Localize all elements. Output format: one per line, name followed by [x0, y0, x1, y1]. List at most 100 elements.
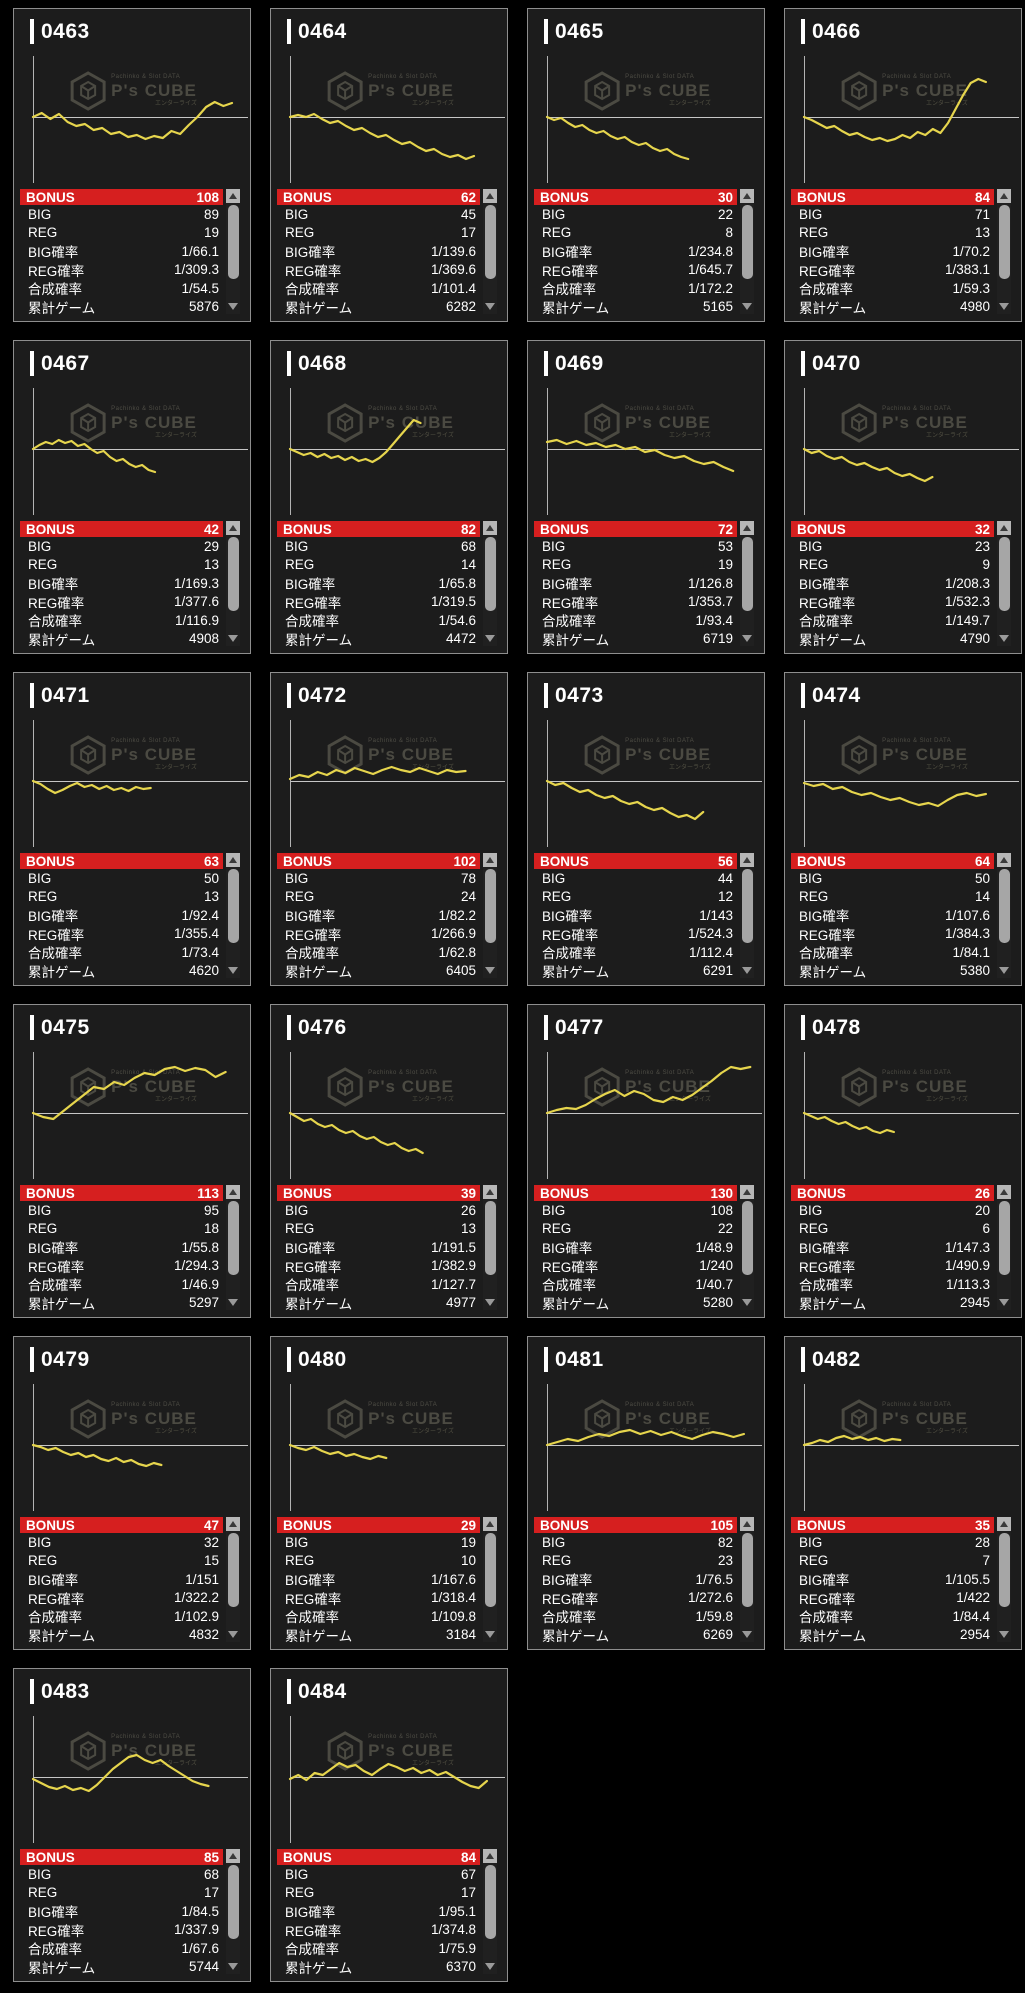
- scrollbar[interactable]: [226, 1517, 240, 1642]
- machine-card[interactable]: 0482 Pachinko & Slot DATA P's CUBE エンターラ…: [784, 1336, 1022, 1650]
- scroll-down-button[interactable]: [226, 1960, 240, 1973]
- machine-card[interactable]: 0469 Pachinko & Slot DATA P's CUBE エンターラ…: [527, 340, 765, 654]
- scroll-down-button[interactable]: [740, 1628, 754, 1641]
- scroll-thumb[interactable]: [741, 1201, 753, 1275]
- scrollbar[interactable]: [226, 1185, 240, 1310]
- scrollbar[interactable]: [740, 189, 754, 314]
- scroll-thumb[interactable]: [998, 537, 1010, 611]
- scroll-down-button[interactable]: [740, 1296, 754, 1309]
- scroll-down-button[interactable]: [483, 1628, 497, 1641]
- machine-card[interactable]: 0478 Pachinko & Slot DATA P's CUBE エンターラ…: [784, 1004, 1022, 1318]
- scroll-down-button[interactable]: [226, 632, 240, 645]
- scroll-down-button[interactable]: [997, 1296, 1011, 1309]
- machine-card[interactable]: 0466 Pachinko & Slot DATA P's CUBE エンターラ…: [784, 8, 1022, 322]
- machine-card[interactable]: 0479 Pachinko & Slot DATA P's CUBE エンターラ…: [13, 1336, 251, 1650]
- scroll-thumb[interactable]: [741, 1533, 753, 1607]
- scroll-thumb[interactable]: [998, 205, 1010, 279]
- scroll-down-button[interactable]: [226, 964, 240, 977]
- scroll-thumb[interactable]: [484, 1201, 496, 1275]
- scroll-thumb[interactable]: [741, 205, 753, 279]
- scroll-down-button[interactable]: [997, 964, 1011, 977]
- scroll-up-button[interactable]: [997, 1517, 1011, 1531]
- scrollbar[interactable]: [483, 1185, 497, 1310]
- scroll-thumb[interactable]: [227, 869, 239, 943]
- scroll-up-button[interactable]: [483, 189, 497, 203]
- scrollbar[interactable]: [226, 1849, 240, 1974]
- machine-card[interactable]: 0481 Pachinko & Slot DATA P's CUBE エンターラ…: [527, 1336, 765, 1650]
- scroll-up-button[interactable]: [226, 1849, 240, 1863]
- scroll-up-button[interactable]: [226, 853, 240, 867]
- scrollbar[interactable]: [740, 1517, 754, 1642]
- scroll-thumb[interactable]: [484, 1533, 496, 1607]
- scroll-down-button[interactable]: [483, 632, 497, 645]
- scroll-up-button[interactable]: [997, 1185, 1011, 1199]
- scrollbar[interactable]: [997, 1185, 1011, 1310]
- scrollbar[interactable]: [740, 521, 754, 646]
- scroll-thumb[interactable]: [227, 537, 239, 611]
- scroll-down-button[interactable]: [740, 300, 754, 313]
- scrollbar[interactable]: [226, 189, 240, 314]
- machine-card[interactable]: 0484 Pachinko & Slot DATA P's CUBE エンターラ…: [270, 1668, 508, 1982]
- scroll-down-button[interactable]: [483, 964, 497, 977]
- scroll-thumb[interactable]: [484, 537, 496, 611]
- scroll-thumb[interactable]: [227, 1533, 239, 1607]
- machine-card[interactable]: 0477 Pachinko & Slot DATA P's CUBE エンターラ…: [527, 1004, 765, 1318]
- scroll-thumb[interactable]: [227, 1201, 239, 1275]
- scroll-thumb[interactable]: [484, 869, 496, 943]
- scroll-down-button[interactable]: [483, 1296, 497, 1309]
- scroll-up-button[interactable]: [483, 1849, 497, 1863]
- scrollbar[interactable]: [483, 521, 497, 646]
- scroll-up-button[interactable]: [997, 189, 1011, 203]
- scroll-down-button[interactable]: [483, 300, 497, 313]
- scrollbar[interactable]: [997, 1517, 1011, 1642]
- scroll-down-button[interactable]: [997, 632, 1011, 645]
- machine-card[interactable]: 0472 Pachinko & Slot DATA P's CUBE エンターラ…: [270, 672, 508, 986]
- scrollbar[interactable]: [997, 521, 1011, 646]
- scroll-thumb[interactable]: [227, 205, 239, 279]
- scroll-up-button[interactable]: [226, 1517, 240, 1531]
- scroll-thumb[interactable]: [484, 1865, 496, 1939]
- scroll-up-button[interactable]: [483, 521, 497, 535]
- scrollbar[interactable]: [740, 1185, 754, 1310]
- scroll-thumb[interactable]: [998, 869, 1010, 943]
- scrollbar[interactable]: [226, 853, 240, 978]
- scroll-down-button[interactable]: [226, 1628, 240, 1641]
- scroll-down-button[interactable]: [483, 1960, 497, 1973]
- scrollbar[interactable]: [483, 189, 497, 314]
- scroll-thumb[interactable]: [998, 1201, 1010, 1275]
- scroll-up-button[interactable]: [740, 853, 754, 867]
- scroll-up-button[interactable]: [226, 189, 240, 203]
- scrollbar[interactable]: [997, 189, 1011, 314]
- scrollbar[interactable]: [483, 1517, 497, 1642]
- machine-card[interactable]: 0480 Pachinko & Slot DATA P's CUBE エンターラ…: [270, 1336, 508, 1650]
- scroll-up-button[interactable]: [740, 1185, 754, 1199]
- scrollbar[interactable]: [997, 853, 1011, 978]
- scroll-up-button[interactable]: [740, 521, 754, 535]
- scroll-up-button[interactable]: [997, 521, 1011, 535]
- machine-card[interactable]: 0470 Pachinko & Slot DATA P's CUBE エンターラ…: [784, 340, 1022, 654]
- scrollbar[interactable]: [483, 1849, 497, 1974]
- scrollbar[interactable]: [483, 853, 497, 978]
- machine-card[interactable]: 0465 Pachinko & Slot DATA P's CUBE エンターラ…: [527, 8, 765, 322]
- scroll-up-button[interactable]: [740, 189, 754, 203]
- scroll-thumb[interactable]: [741, 537, 753, 611]
- machine-card[interactable]: 0464 Pachinko & Slot DATA P's CUBE エンターラ…: [270, 8, 508, 322]
- scroll-up-button[interactable]: [483, 853, 497, 867]
- scroll-thumb[interactable]: [484, 205, 496, 279]
- machine-card[interactable]: 0467 Pachinko & Slot DATA P's CUBE エンターラ…: [13, 340, 251, 654]
- scroll-thumb[interactable]: [741, 869, 753, 943]
- scroll-up-button[interactable]: [226, 1185, 240, 1199]
- scrollbar[interactable]: [226, 521, 240, 646]
- machine-card[interactable]: 0474 Pachinko & Slot DATA P's CUBE エンターラ…: [784, 672, 1022, 986]
- scrollbar[interactable]: [740, 853, 754, 978]
- machine-card[interactable]: 0476 Pachinko & Slot DATA P's CUBE エンターラ…: [270, 1004, 508, 1318]
- machine-card[interactable]: 0483 Pachinko & Slot DATA P's CUBE エンターラ…: [13, 1668, 251, 1982]
- scroll-up-button[interactable]: [483, 1517, 497, 1531]
- scroll-down-button[interactable]: [740, 964, 754, 977]
- scroll-down-button[interactable]: [997, 300, 1011, 313]
- machine-card[interactable]: 0468 Pachinko & Slot DATA P's CUBE エンターラ…: [270, 340, 508, 654]
- machine-card[interactable]: 0475 Pachinko & Slot DATA P's CUBE エンターラ…: [13, 1004, 251, 1318]
- machine-card[interactable]: 0463 Pachinko & Slot DATA P's CUBE エンターラ…: [13, 8, 251, 322]
- scroll-down-button[interactable]: [226, 1296, 240, 1309]
- scroll-down-button[interactable]: [997, 1628, 1011, 1641]
